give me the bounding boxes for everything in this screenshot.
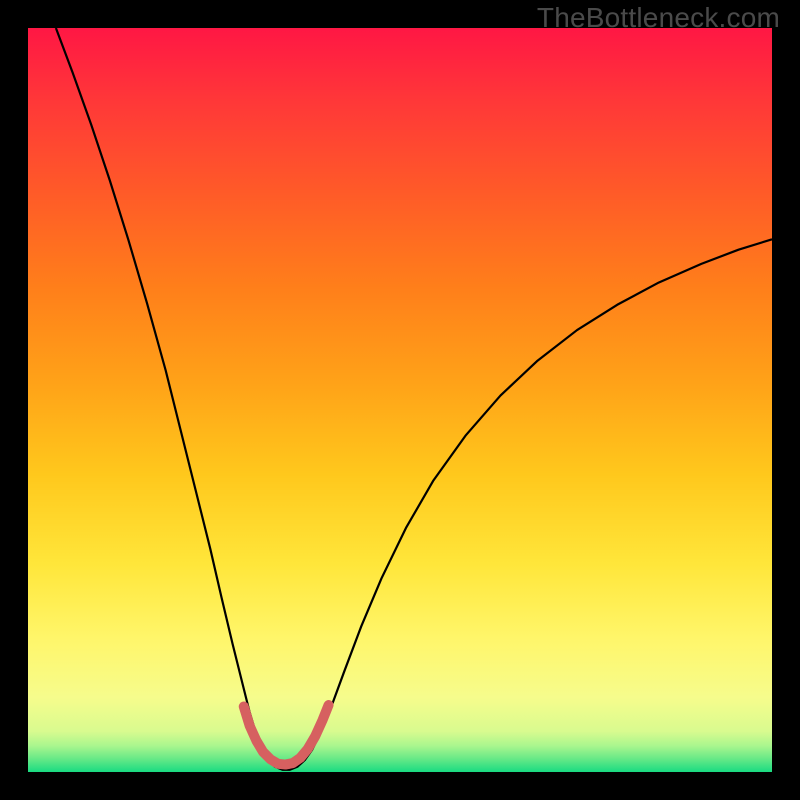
chart-stage: TheBottleneck.com bbox=[0, 0, 800, 800]
plot-background-gradient bbox=[28, 28, 772, 772]
watermark-text: TheBottleneck.com bbox=[537, 2, 780, 34]
